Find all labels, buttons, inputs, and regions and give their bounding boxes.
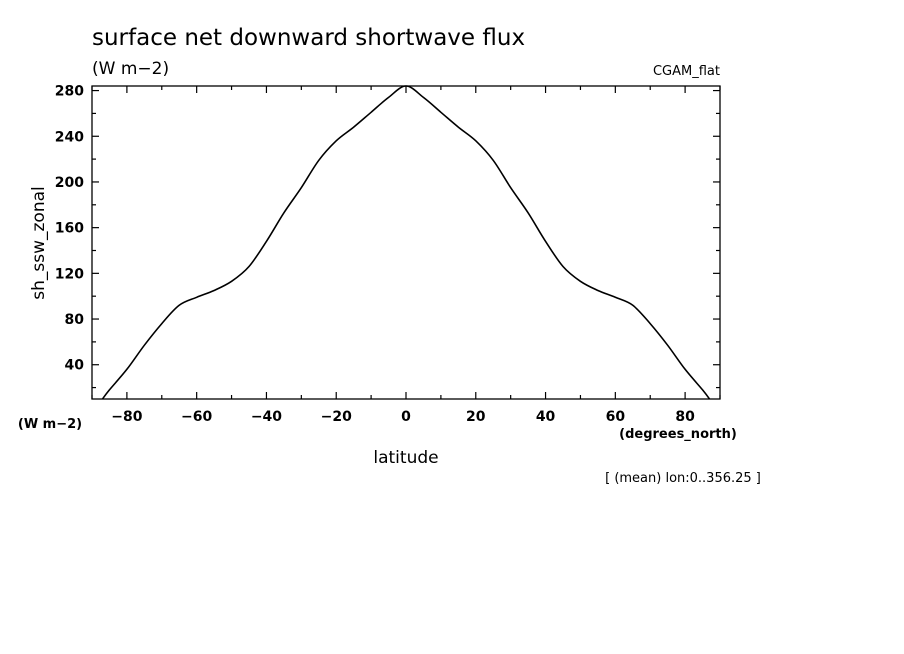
x-tick-label: 0	[401, 409, 411, 425]
y-tick-label: 200	[55, 175, 84, 191]
y-axis-tick-labels: 40 80 120 160 200 240 280	[55, 84, 84, 374]
y-axis-units: (W m−2)	[18, 417, 82, 432]
plot-frame	[91, 85, 721, 400]
y-axis-label: sh_ssw_zonal	[29, 186, 49, 300]
y-tick-label: 240	[55, 129, 84, 145]
x-tick-label: 40	[536, 409, 556, 425]
x-axis-label: latitude	[373, 448, 438, 468]
series-line	[101, 85, 711, 400]
x-axis-tick-labels: −80 −60 −40 −20 0 20 40 60 80	[111, 409, 695, 425]
y-tick-label: 40	[65, 358, 85, 374]
x-axis-ticks	[91, 86, 721, 399]
x-axis-units: (degrees_north)	[619, 427, 737, 442]
x-tick-label: 80	[675, 409, 695, 425]
chart-subtitle: (W m−2)	[92, 59, 169, 79]
footnote: [ (mean) lon:0..356.25 ]	[605, 471, 761, 486]
x-tick-label: −60	[181, 409, 212, 425]
x-tick-label: −20	[321, 409, 352, 425]
x-tick-label: 60	[606, 409, 626, 425]
x-tick-label: −80	[111, 409, 142, 425]
x-tick-label: 20	[466, 409, 486, 425]
x-tick-label: −40	[251, 409, 282, 425]
y-tick-label: 80	[65, 312, 85, 328]
dataset-label: CGAM_flat	[653, 64, 720, 79]
y-axis-ticks	[92, 89, 720, 389]
y-tick-label: 160	[55, 221, 84, 237]
y-tick-label: 280	[55, 84, 84, 100]
chart-title: surface net downward shortwave flux	[92, 25, 525, 51]
y-tick-label: 120	[55, 266, 84, 282]
